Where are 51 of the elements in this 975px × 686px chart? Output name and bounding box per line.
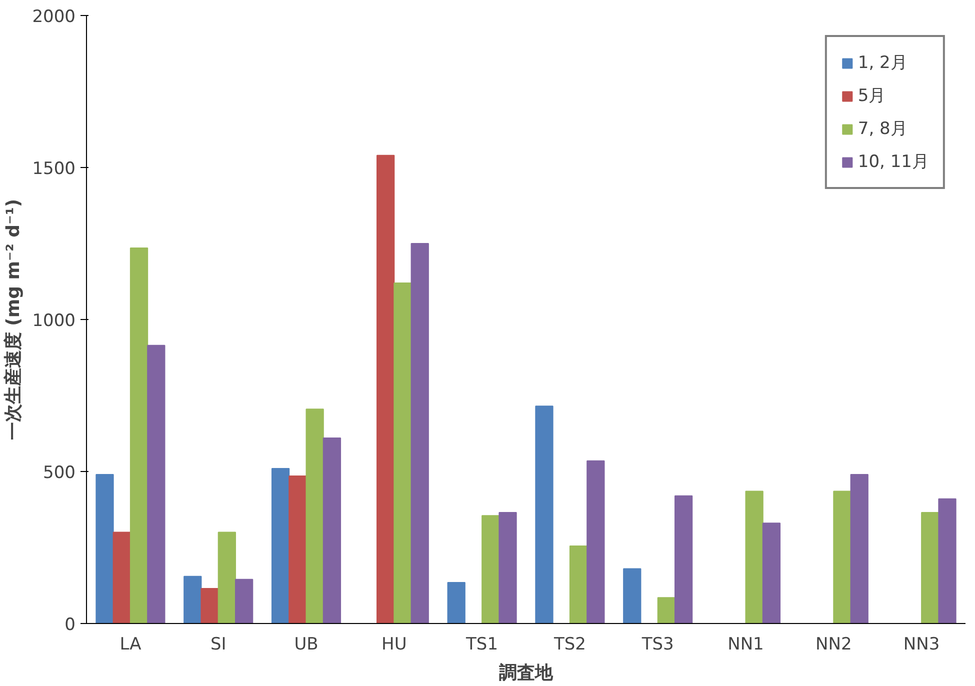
bar (498, 512, 517, 624)
bar (833, 490, 852, 624)
y-axis-title: 一次生産速度 (mg m⁻² d⁻¹) (3, 198, 24, 440)
bar (288, 476, 307, 624)
y-tick-label: 500 (43, 463, 76, 483)
y-tick-label: 0 (64, 615, 76, 635)
bar (234, 578, 254, 624)
legend-label: 5月 (858, 85, 886, 107)
bar (447, 582, 466, 624)
x-tick-label: NN2 (816, 634, 852, 654)
bar (271, 468, 290, 624)
bar (586, 460, 605, 624)
bar (376, 154, 395, 624)
y-tick-label: 1000 (32, 311, 76, 331)
bar (218, 532, 236, 624)
bar (410, 243, 429, 624)
legend-label: 1, 2月 (858, 52, 908, 74)
bar (657, 597, 676, 624)
legend-label: 7, 8月 (858, 118, 908, 140)
x-tick-label: HU (382, 634, 407, 654)
x-tick-label: NN3 (903, 634, 940, 654)
x-tick-label: TS2 (552, 634, 586, 654)
y-tick-label: 1500 (32, 159, 76, 179)
bar (147, 344, 166, 624)
bar (850, 474, 868, 624)
bar (200, 588, 219, 624)
bar (130, 248, 148, 624)
bar (322, 438, 342, 624)
x-axis-title: 調査地 (499, 662, 554, 684)
bar (112, 532, 131, 624)
bar (394, 282, 412, 624)
x-tick-label: LA (120, 634, 142, 654)
bar (745, 490, 764, 624)
bar (921, 512, 940, 624)
x-tick-label: TS1 (465, 634, 498, 654)
bar (623, 568, 642, 624)
x-tick-label: UB (294, 634, 318, 654)
bar (482, 515, 500, 624)
bar (938, 498, 956, 624)
legend-label: 10, 11月 (858, 151, 929, 173)
y-tick-label: 2000 (32, 7, 76, 27)
bar (762, 522, 781, 624)
x-tick-label: SI (210, 634, 226, 654)
bar (306, 408, 324, 624)
bar (569, 545, 588, 624)
bar (674, 495, 693, 624)
x-tick-label: NN1 (728, 634, 764, 654)
bar (535, 406, 554, 624)
bar (184, 576, 202, 624)
bar (96, 474, 114, 624)
x-tick-label: TS3 (640, 634, 674, 654)
